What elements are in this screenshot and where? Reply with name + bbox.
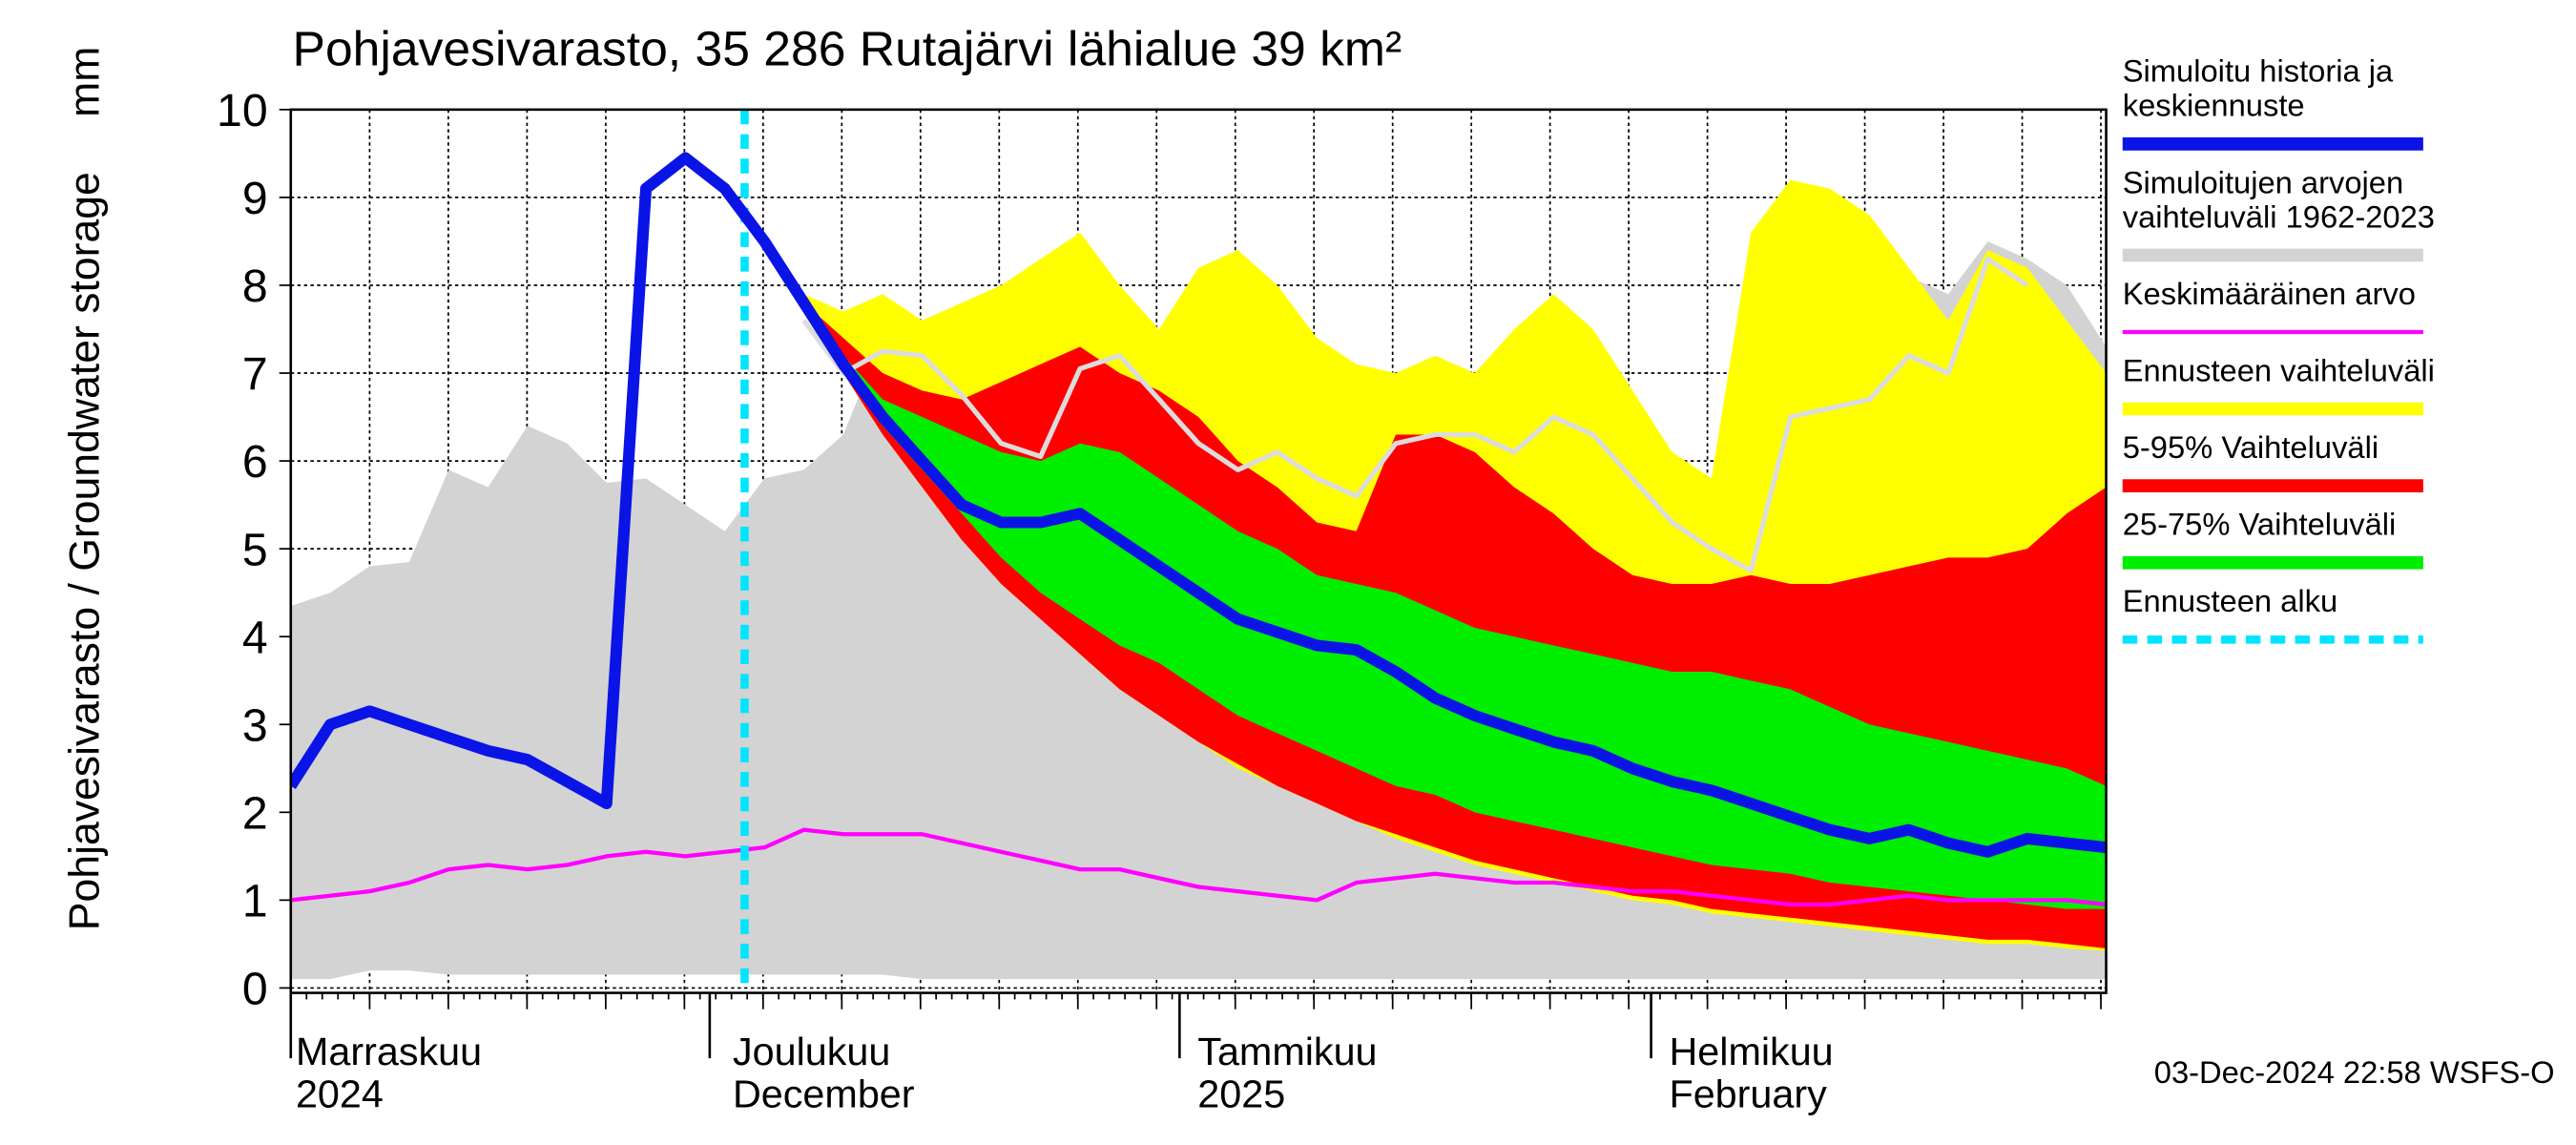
- x-tick-label: February: [1669, 1072, 1827, 1116]
- y-tick-label: 0: [242, 964, 268, 1015]
- y-tick-label: 7: [242, 348, 268, 400]
- plot-frame: [289, 108, 2108, 994]
- x-tick-label: Tammikuu: [1197, 1030, 1377, 1073]
- legend-label: Keskimääräinen arvo: [2123, 276, 2416, 311]
- legend-label: Simuloitu historia ja: [2123, 53, 2394, 89]
- legend-label: 5-95% Vaihteluväli: [2123, 429, 2379, 465]
- legend-label: vaihteluväli 1962-2023: [2123, 198, 2435, 234]
- x-tick-label: Helmikuu: [1669, 1030, 1833, 1073]
- legend-label: Ennusteen vaihteluväli: [2123, 352, 2435, 387]
- plot: [290, 109, 2107, 993]
- timestamp: 03-Dec-2024 22:58 WSFS-O: [2154, 1054, 2555, 1090]
- series-line: [290, 827, 2107, 907]
- chart-title: Pohjavesivarasto, 35 286 Rutajärvi lähia…: [293, 21, 1402, 76]
- x-tick-label: 2024: [296, 1072, 384, 1116]
- x-tick-label: December: [733, 1072, 915, 1116]
- range-band: [764, 241, 2107, 909]
- y-unit: mm: [61, 47, 108, 117]
- y-tick-label: 3: [242, 699, 268, 751]
- y-tick-label: 2: [242, 788, 268, 840]
- y-tick-label: 5: [242, 524, 268, 575]
- legend-label: Ennusteen alku: [2123, 583, 2337, 618]
- legend-label: keskiennuste: [2123, 88, 2305, 123]
- y-tick-label: 10: [217, 85, 268, 136]
- y-tick-label: 9: [242, 173, 268, 224]
- series-line: [801, 256, 2029, 573]
- x-tick-label: 2025: [1197, 1072, 1285, 1116]
- y-tick-label: 4: [242, 612, 268, 663]
- y-tick-label: 8: [242, 260, 268, 312]
- x-tick-label: Marraskuu: [296, 1030, 482, 1073]
- x-tick-label: Joulukuu: [733, 1030, 890, 1073]
- legend-label: 25-75% Vaihteluväli: [2123, 507, 2397, 542]
- y-axis-label: Pohjavesivarasto / Groundwater storage: [61, 172, 108, 930]
- series-line: [290, 152, 2107, 858]
- y-tick-label: 6: [242, 436, 268, 488]
- legend-label: Simuloitujen arvojen: [2123, 164, 2403, 199]
- y-tick-label: 1: [242, 876, 268, 927]
